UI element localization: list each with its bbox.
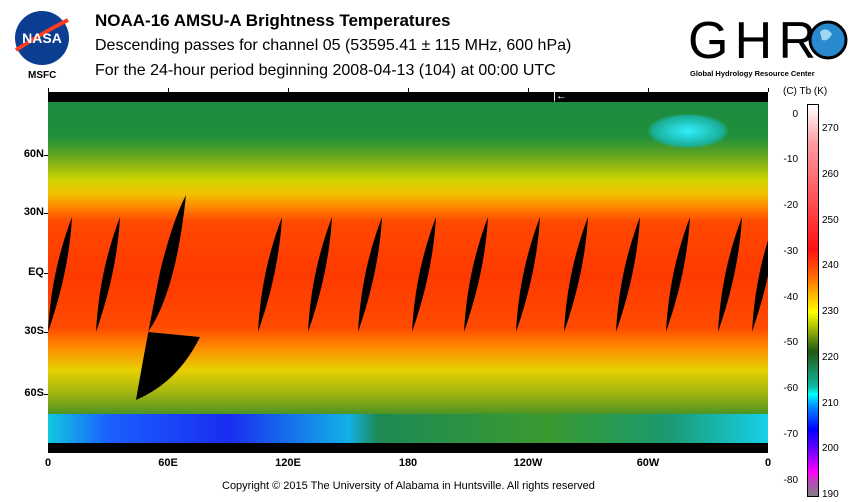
colorbar-header: (C) Tb (K) (783, 86, 828, 97)
celsius-label: -70 (783, 428, 798, 440)
celsius-label: -30 (783, 245, 798, 257)
lat-label: 60N (23, 148, 44, 160)
celsius-label: 0 (792, 108, 798, 120)
kelvin-label: 220 (822, 351, 839, 363)
lat-tick (44, 155, 48, 156)
celsius-label: -50 (783, 337, 798, 349)
celsius-label: -60 (783, 383, 798, 395)
lon-label: 120E (275, 457, 301, 469)
orbit-gap (96, 217, 120, 332)
orbit-gap (666, 217, 690, 332)
lon-tick (648, 88, 649, 92)
lat-label: EQ (28, 266, 44, 278)
lon-label: 0 (44, 457, 52, 469)
celsius-label: -10 (783, 154, 798, 166)
lon-tick (528, 88, 529, 92)
celsius-label: -20 (783, 200, 798, 212)
lat-label: 60S (24, 387, 44, 399)
copyright: Copyright © 2015 The University of Alaba… (222, 480, 595, 492)
period: For the 24-hour period beginning 2008-04… (95, 62, 556, 79)
celsius-label: -40 (783, 291, 798, 303)
kelvin-label: 240 (822, 260, 839, 272)
svg-text:NASA: NASA (22, 30, 62, 46)
greenland-cold-region (648, 114, 728, 148)
subtitle: Descending passes for channel 05 (53595.… (95, 37, 572, 54)
orbit-gap (516, 217, 540, 332)
lon-label: 60W (636, 457, 660, 469)
orbit-gap (718, 217, 742, 332)
kelvin-label: 230 (822, 306, 839, 317)
orbit-gap (358, 217, 382, 332)
orbit-gaps (48, 195, 768, 400)
lat-tick (44, 394, 48, 395)
msfc-label: MSFC (28, 70, 57, 81)
colorbar (807, 104, 819, 497)
lon-label: 120W (513, 457, 543, 469)
svg-text:Global Hydrology Resource Cent: Global Hydrology Resource Center (690, 69, 815, 78)
orbit-gap (258, 217, 282, 332)
lon-label: 60E (158, 457, 178, 469)
orbit-gap (564, 217, 588, 332)
title: NOAA-16 AMSU-A Brightness Temperatures (95, 11, 451, 30)
svg-text:GHR: GHR (688, 12, 816, 70)
dateline-marker: |← (553, 92, 567, 102)
kelvin-label: 200 (822, 443, 839, 455)
antarctica-region (48, 414, 768, 443)
kelvin-label: 250 (822, 214, 839, 226)
lat-tick (44, 332, 48, 333)
orbit-gap (464, 217, 488, 332)
orbit-gap (308, 217, 332, 332)
lon-label: 0 (764, 457, 772, 469)
lat-label: 30S (24, 325, 44, 337)
lat-label: 30N (23, 206, 44, 218)
kelvin-label: 190 (822, 489, 839, 500)
kelvin-label: 260 (822, 168, 839, 180)
kelvin-label: 270 (822, 123, 839, 134)
ghrc-logo: GHR Global Hydrology Resource Center (688, 12, 848, 78)
celsius-label: -80 (783, 474, 798, 486)
lon-tick (768, 88, 769, 92)
orbit-gap (616, 217, 640, 332)
orbit-gap (412, 217, 436, 332)
lat-tick (44, 213, 48, 214)
lon-tick (288, 88, 289, 92)
lon-tick (168, 88, 169, 92)
nasa-logo: NASA (14, 11, 69, 65)
kelvin-label: 210 (822, 397, 839, 409)
lat-tick (44, 273, 48, 274)
orbit-gap (752, 240, 768, 332)
orbit-gap (48, 217, 72, 332)
lon-label: 180 (398, 457, 418, 469)
lon-tick (408, 88, 409, 92)
lon-tick (48, 88, 49, 92)
brightness-temperature-map: |← (48, 92, 768, 453)
orbit-gap (136, 195, 200, 400)
